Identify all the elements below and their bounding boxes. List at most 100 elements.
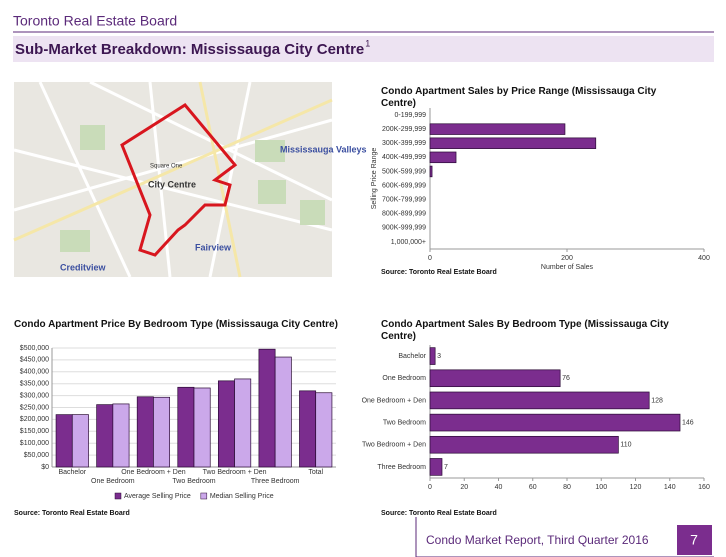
- x-tick-label: One Bedroom + Den: [121, 469, 186, 476]
- bar: [177, 386, 195, 468]
- y-tick-label: $0: [41, 464, 49, 471]
- map-label: City Centre: [148, 179, 196, 189]
- bar: [193, 387, 211, 468]
- value-label: 76: [562, 375, 570, 382]
- y-tick-label: 600K-699,999: [382, 182, 426, 189]
- y-tick-label: $400,000: [20, 369, 49, 376]
- bar: [258, 348, 276, 468]
- x-tick-label: 100: [595, 484, 607, 491]
- y-tick-label: Bachelor: [398, 353, 426, 360]
- y-axis-label: Selling Price Range: [371, 148, 378, 210]
- x-tick-label: Total: [308, 469, 323, 476]
- source: Source: Toronto Real Estate Board: [381, 510, 497, 517]
- bar: [217, 380, 235, 468]
- bar: [429, 151, 457, 164]
- x-tick-label: 0: [428, 255, 432, 262]
- y-tick-label: $200,000: [20, 416, 49, 423]
- chart-title: Condo Apartment Sales by Price Range (Mi…: [381, 86, 657, 109]
- x-tick-label: 20: [460, 484, 468, 491]
- page-box: [677, 525, 712, 555]
- y-tick-label: $100,000: [20, 440, 49, 447]
- bar: [429, 458, 443, 476]
- y-tick-label: 400K-499,999: [382, 154, 426, 161]
- bar: [71, 414, 89, 468]
- x-tick-label: Two Bedroom: [172, 478, 215, 485]
- x-axis-label: Number of Sales: [541, 264, 594, 271]
- page-number: 7: [690, 532, 698, 548]
- bar: [429, 369, 561, 388]
- y-tick-label: 500K-599,999: [382, 168, 426, 175]
- value-label: 128: [651, 397, 663, 404]
- x-tick-label: Two Bedroom + Den: [203, 469, 267, 476]
- y-tick-label: Two Bedroom: [383, 419, 426, 426]
- x-tick-label: Three Bedroom: [251, 478, 300, 485]
- legend-swatch: [114, 492, 122, 500]
- map-label: Square One: [150, 164, 183, 170]
- y-tick-label: $250,000: [20, 404, 49, 411]
- chart-title: Condo Apartment Price By Bedroom Type (M…: [14, 319, 338, 330]
- y-tick-label: One Bedroom + Den: [362, 397, 427, 404]
- bar: [429, 165, 433, 178]
- x-tick-label: 0: [428, 484, 432, 491]
- x-tick-label: 60: [529, 484, 537, 491]
- x-tick-label: 140: [664, 484, 676, 491]
- source: Source: Toronto Real Estate Board: [14, 510, 130, 517]
- bar: [112, 403, 130, 468]
- bar: [55, 414, 73, 468]
- bar: [429, 137, 597, 149]
- bar: [274, 356, 292, 468]
- chart-title: Condo Apartment Sales By Bedroom Type (M…: [381, 319, 669, 342]
- bar: [234, 378, 252, 468]
- y-tick-label: 1,000,000+: [391, 239, 426, 246]
- y-tick-label: Two Bedroom + Den: [362, 442, 426, 449]
- bar: [429, 123, 566, 135]
- x-tick-label: 400: [698, 255, 710, 262]
- bar: [96, 404, 114, 468]
- map-label: Fairview: [195, 242, 232, 252]
- value-label: 110: [620, 442, 631, 449]
- y-tick-label: 700K-799,999: [382, 196, 426, 203]
- y-tick-label: $350,000: [20, 381, 49, 388]
- page-title: Sub-Market Breakdown: Mississauga City C…: [15, 41, 364, 58]
- bar: [429, 435, 619, 454]
- y-tick-label: $300,000: [20, 392, 49, 399]
- x-tick-label: Bachelor: [58, 469, 86, 476]
- legend-swatch: [200, 492, 208, 500]
- bar: [136, 396, 154, 468]
- legend-label: Median Selling Price: [210, 493, 274, 500]
- y-tick-label: $450,000: [20, 357, 49, 364]
- y-tick-label: 300K-399,999: [382, 140, 426, 147]
- x-tick-label: 160: [698, 484, 710, 491]
- bar: [429, 391, 650, 410]
- bar: [299, 390, 317, 468]
- x-tick-label: 80: [563, 484, 571, 491]
- map: [13, 80, 333, 278]
- y-tick-label: 200K-299,999: [382, 126, 426, 133]
- y-tick-label: 800K-899,999: [382, 211, 426, 218]
- bar: [153, 396, 171, 468]
- title-band: [13, 36, 714, 62]
- y-tick-label: $500,000: [20, 345, 49, 352]
- map-label: Creditview: [60, 262, 107, 272]
- y-tick-label: 0-199,999: [394, 112, 426, 119]
- value-label: 7: [444, 464, 448, 471]
- y-tick-label: $50,000: [24, 452, 49, 459]
- bar: [315, 392, 333, 468]
- source: Source: Toronto Real Estate Board: [381, 269, 497, 276]
- legend-label: Average Selling Price: [124, 493, 191, 500]
- value-label: 3: [437, 353, 441, 360]
- x-tick-label: One Bedroom: [91, 478, 135, 485]
- x-tick-label: 40: [495, 484, 503, 491]
- y-tick-label: One Bedroom: [382, 375, 426, 382]
- footer-report: Condo Market Report, Third Quarter 2016: [426, 533, 649, 547]
- y-tick-label: 900K-999,999: [382, 225, 426, 232]
- y-tick-label: Three Bedroom: [377, 464, 426, 471]
- bar: [429, 413, 681, 432]
- y-tick-label: $150,000: [20, 428, 49, 435]
- x-tick-label: 120: [630, 484, 642, 491]
- value-label: 146: [682, 419, 694, 426]
- x-tick-label: 200: [561, 255, 573, 262]
- map-label: Mississauga Valleys: [280, 144, 367, 154]
